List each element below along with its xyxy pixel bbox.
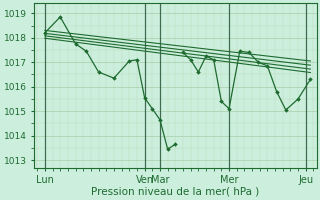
X-axis label: Pression niveau de la mer( hPa ): Pression niveau de la mer( hPa ) bbox=[91, 187, 260, 197]
